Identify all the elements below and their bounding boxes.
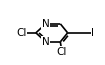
Text: Cl: Cl bbox=[57, 47, 67, 57]
Text: N: N bbox=[42, 37, 50, 47]
Text: Cl: Cl bbox=[16, 28, 26, 38]
Text: N: N bbox=[42, 19, 50, 29]
Text: I: I bbox=[91, 28, 94, 38]
